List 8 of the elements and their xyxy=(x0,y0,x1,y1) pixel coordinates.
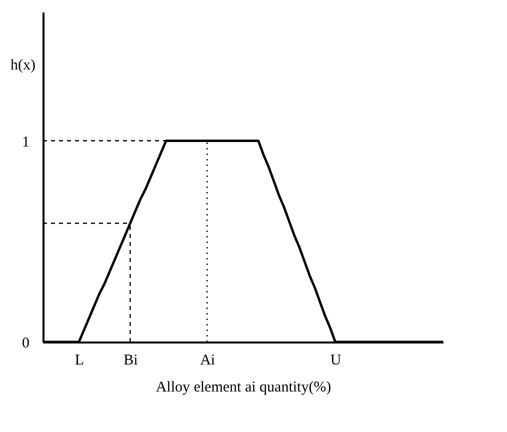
x-axis-title: Alloy element ai quantity(%) xyxy=(156,380,332,396)
x-tick-label: U xyxy=(330,352,342,368)
y-axis-title: h(x) xyxy=(10,58,36,74)
x-tick-label: Bi xyxy=(124,352,138,368)
x-tick-label: Ai xyxy=(200,352,216,368)
y-tick-label: 1 xyxy=(22,134,30,150)
x-tick-label: L xyxy=(74,352,84,368)
y-tick-label: 0 xyxy=(22,336,30,352)
